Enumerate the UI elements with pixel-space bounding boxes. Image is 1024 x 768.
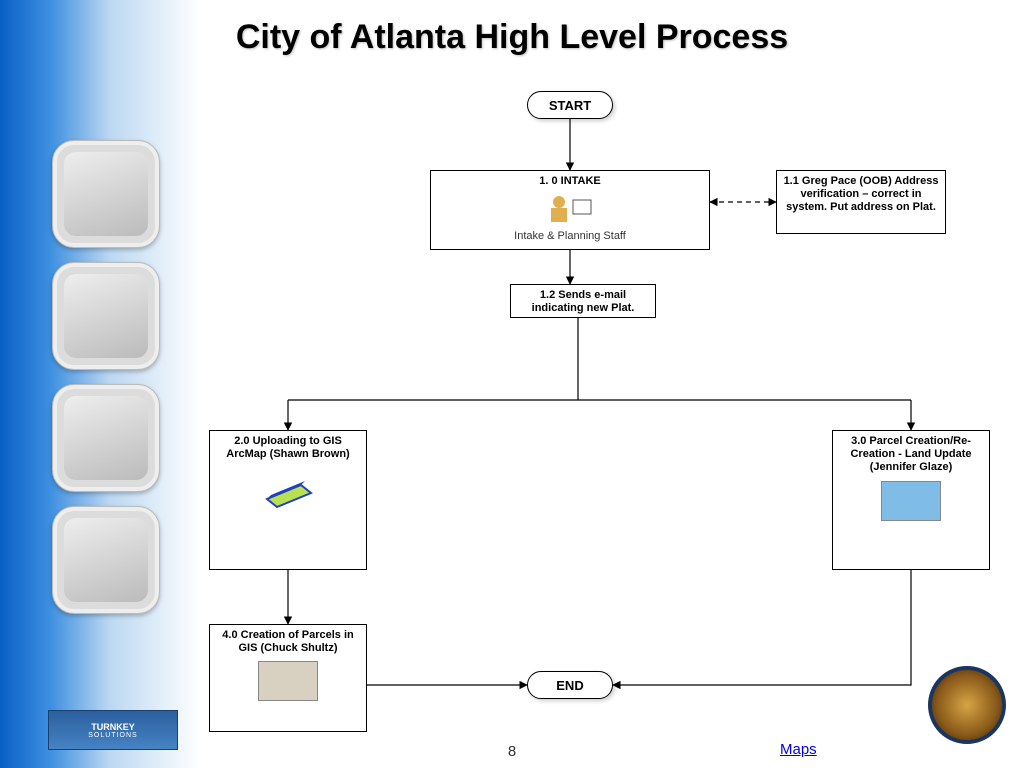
footer-logo-top: TURNKEY (91, 722, 135, 732)
node-parcel-creation: 3.0 Parcel Creation/Re-Creation - Land U… (832, 430, 990, 570)
node-creation-parcels-gis-title: 4.0 Creation of Parcels in GIS (Chuck Sh… (216, 629, 360, 655)
person-at-desk2-icon (258, 661, 318, 701)
node-upload-gis-title: 2.0 Uploading to GIS ArcMap (Shawn Brown… (216, 435, 360, 461)
person-at-desk-icon (543, 192, 597, 228)
node-parcel-creation-title: 3.0 Parcel Creation/Re-Creation - Land U… (839, 435, 983, 475)
terminal-start-label: START (549, 98, 591, 113)
node-creation-parcels-gis: 4.0 Creation of Parcels in GIS (Chuck Sh… (209, 624, 367, 732)
node-upload-gis: 2.0 Uploading to GIS ArcMap (Shawn Brown… (209, 430, 367, 570)
terminal-end: END (527, 671, 613, 699)
node-sends-email: 1.2 Sends e-mail indicating new Plat. (510, 284, 656, 318)
footer-seal-atlanta (928, 666, 1006, 744)
node-address-verification: 1.1 Greg Pace (OOB) Address verification… (776, 170, 946, 234)
terminal-end-label: END (556, 678, 583, 693)
person-at-computer-icon (881, 481, 941, 521)
footer-logo-bottom: SOLUTIONS (88, 732, 137, 739)
node-sends-email-title: 1.2 Sends e-mail indicating new Plat. (517, 289, 649, 315)
maps-link[interactable]: Maps (780, 741, 817, 758)
scanner-icon (261, 475, 315, 511)
terminal-start: START (527, 91, 613, 119)
node-intake: 1. 0 INTAKE Intake & Planning Staff (430, 170, 710, 250)
page-number: 8 (0, 743, 1024, 760)
node-intake-subtitle: Intake & Planning Staff (437, 230, 703, 243)
flowchart-connectors (0, 0, 1024, 768)
node-intake-title: 1. 0 INTAKE (437, 175, 703, 188)
node-address-verification-title: 1.1 Greg Pace (OOB) Address verification… (783, 175, 939, 215)
